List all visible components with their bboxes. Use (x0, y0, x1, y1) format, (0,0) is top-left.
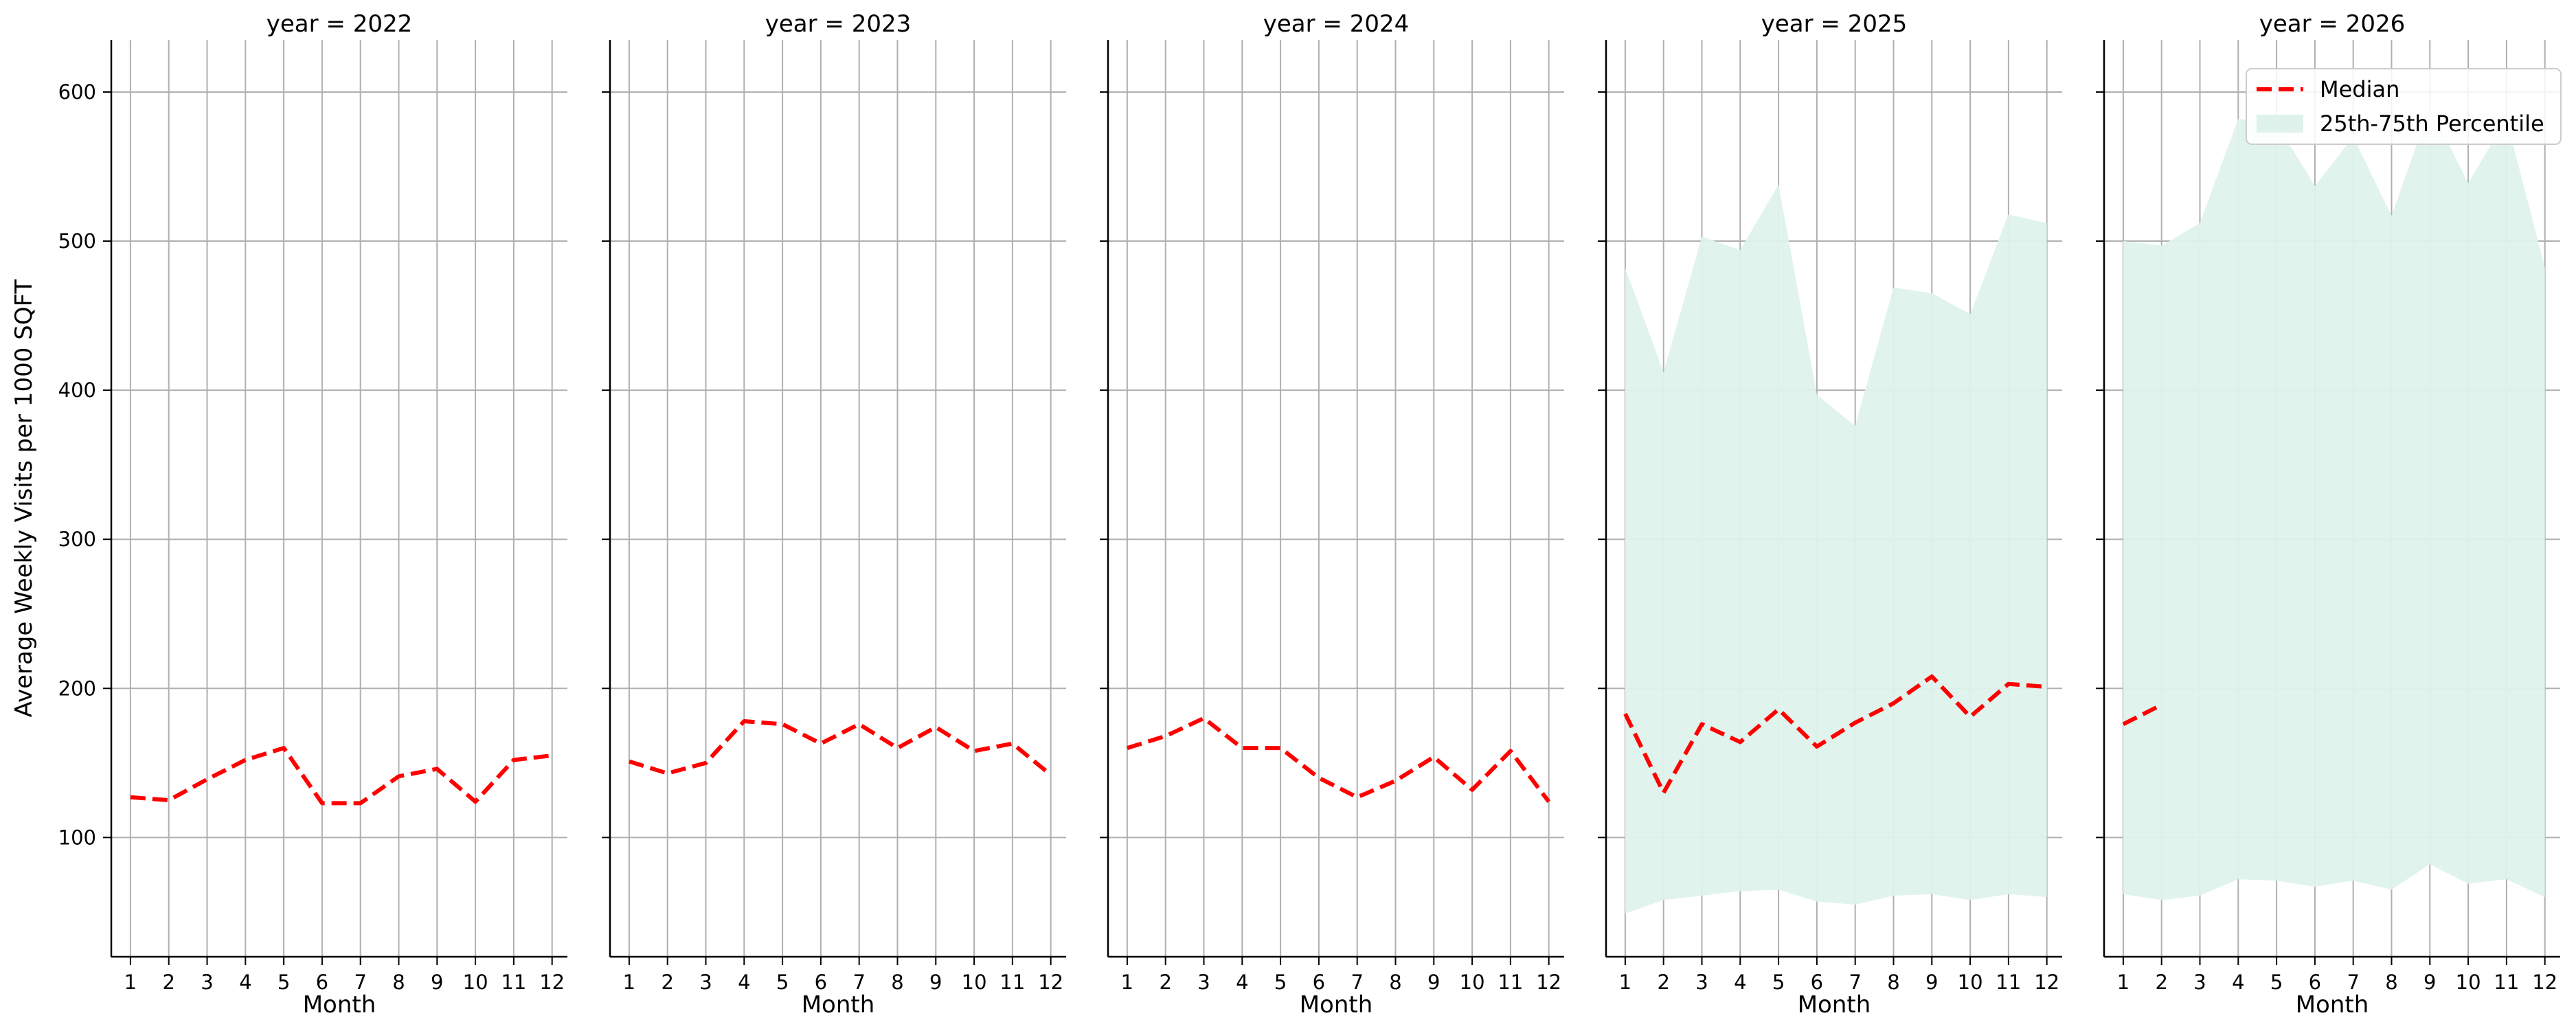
x-tick-label: 11 (2494, 970, 2519, 994)
x-tick-label: 11 (501, 970, 526, 994)
x-tick-label: 8 (1887, 970, 1899, 994)
y-tick-label: 300 (58, 527, 96, 551)
x-tick-label: 10 (962, 970, 987, 994)
x-axis-label: Month (2296, 991, 2369, 1019)
x-tick-label: 11 (1498, 970, 1523, 994)
panel-title: year = 2024 (1263, 10, 1409, 38)
x-tick-label: 2 (1159, 970, 1171, 994)
panel-title: year = 2022 (267, 10, 412, 38)
x-tick-label: 2 (1657, 970, 1669, 994)
x-tick-label: 6 (2309, 970, 2321, 994)
median-line (2122, 703, 2163, 727)
x-tick-label: 4 (239, 970, 251, 994)
y-tick-label: 400 (58, 378, 96, 402)
median-line (1127, 716, 1551, 804)
x-tick-label: 11 (999, 970, 1025, 994)
panel-title: year = 2025 (1761, 10, 1907, 38)
x-tick-label: 12 (2532, 970, 2557, 994)
x-tick-label: 5 (278, 970, 290, 994)
x-tick-label: 8 (891, 970, 903, 994)
panel-title: year = 2026 (2259, 10, 2405, 38)
x-tick-label: 3 (699, 970, 712, 994)
percentile-band (2123, 106, 2545, 900)
x-tick-label: 6 (316, 970, 328, 994)
x-tick-label: 8 (2385, 970, 2397, 994)
x-tick-label: 3 (201, 970, 213, 994)
x-tick-label: 5 (776, 970, 789, 994)
y-tick-label: 100 (58, 826, 96, 849)
x-tick-label: 1 (1121, 970, 1133, 994)
x-tick-label: 10 (1958, 970, 1983, 994)
x-tick-label: 2 (162, 970, 174, 994)
legend-band-swatch (2257, 115, 2303, 133)
x-tick-label: 7 (1849, 970, 1861, 994)
median-line (1623, 674, 2047, 795)
x-tick-label: 6 (1811, 970, 1823, 994)
x-tick-label: 7 (1351, 970, 1363, 994)
x-tick-label: 4 (1734, 970, 1746, 994)
x-tick-label: 5 (2270, 970, 2283, 994)
x-tick-label: 9 (929, 970, 942, 994)
x-tick-label: 1 (1619, 970, 1631, 994)
x-tick-label: 1 (124, 970, 137, 994)
x-tick-label: 8 (1389, 970, 1401, 994)
x-tick-label: 9 (2424, 970, 2436, 994)
x-tick-label: 3 (1695, 970, 1708, 994)
legend: Median 25th-75th Percentile (2246, 68, 2562, 145)
x-tick-label: 5 (1772, 970, 1785, 994)
x-tick-label: 8 (392, 970, 405, 994)
x-tick-label: 4 (1236, 970, 1248, 994)
x-tick-label: 12 (1038, 970, 1063, 994)
x-tick-label: 5 (1274, 970, 1287, 994)
x-tick-label: 10 (463, 970, 488, 994)
x-tick-label: 12 (1536, 970, 1561, 994)
x-tick-label: 6 (1313, 970, 1325, 994)
y-tick-label: 200 (58, 677, 96, 700)
legend-band-label: 25th-75th Percentile (2320, 111, 2544, 137)
x-tick-label: 12 (2034, 970, 2059, 994)
x-tick-label: 9 (1427, 970, 1440, 994)
percentile-band (1625, 184, 2047, 914)
x-tick-label: 9 (431, 970, 443, 994)
x-axis-label: Month (1798, 991, 1871, 1019)
legend-median-label: Median (2320, 76, 2399, 102)
x-tick-label: 1 (623, 970, 635, 994)
x-axis-label: Month (1300, 991, 1373, 1019)
y-axis-label: Average Weekly Visits per 1000 SQFT (10, 279, 38, 717)
y-tick-label: 500 (58, 229, 96, 253)
x-tick-label: 10 (1460, 970, 1485, 994)
legend-box (2246, 68, 2562, 145)
x-tick-label: 11 (1996, 970, 2021, 994)
median-line (629, 719, 1052, 777)
x-tick-label: 3 (1197, 970, 1210, 994)
x-tick-label: 3 (2193, 970, 2206, 994)
x-axis-label: Month (802, 991, 875, 1019)
x-tick-label: 4 (2232, 970, 2244, 994)
x-tick-label: 2 (2155, 970, 2167, 994)
x-tick-label: 2 (661, 970, 673, 994)
x-axis-label: Month (303, 991, 376, 1019)
median-line (130, 746, 553, 806)
x-tick-label: 10 (2456, 970, 2481, 994)
x-tick-label: 7 (852, 970, 865, 994)
x-tick-label: 7 (2347, 970, 2359, 994)
x-tick-label: 12 (539, 970, 565, 994)
x-tick-label: 4 (738, 970, 750, 994)
x-tick-label: 1 (2117, 970, 2129, 994)
y-tick-label: 600 (58, 80, 96, 104)
x-tick-label: 6 (815, 970, 827, 994)
panel-title: year = 2023 (765, 10, 911, 38)
x-tick-label: 7 (354, 970, 366, 994)
x-tick-label: 9 (1925, 970, 1938, 994)
